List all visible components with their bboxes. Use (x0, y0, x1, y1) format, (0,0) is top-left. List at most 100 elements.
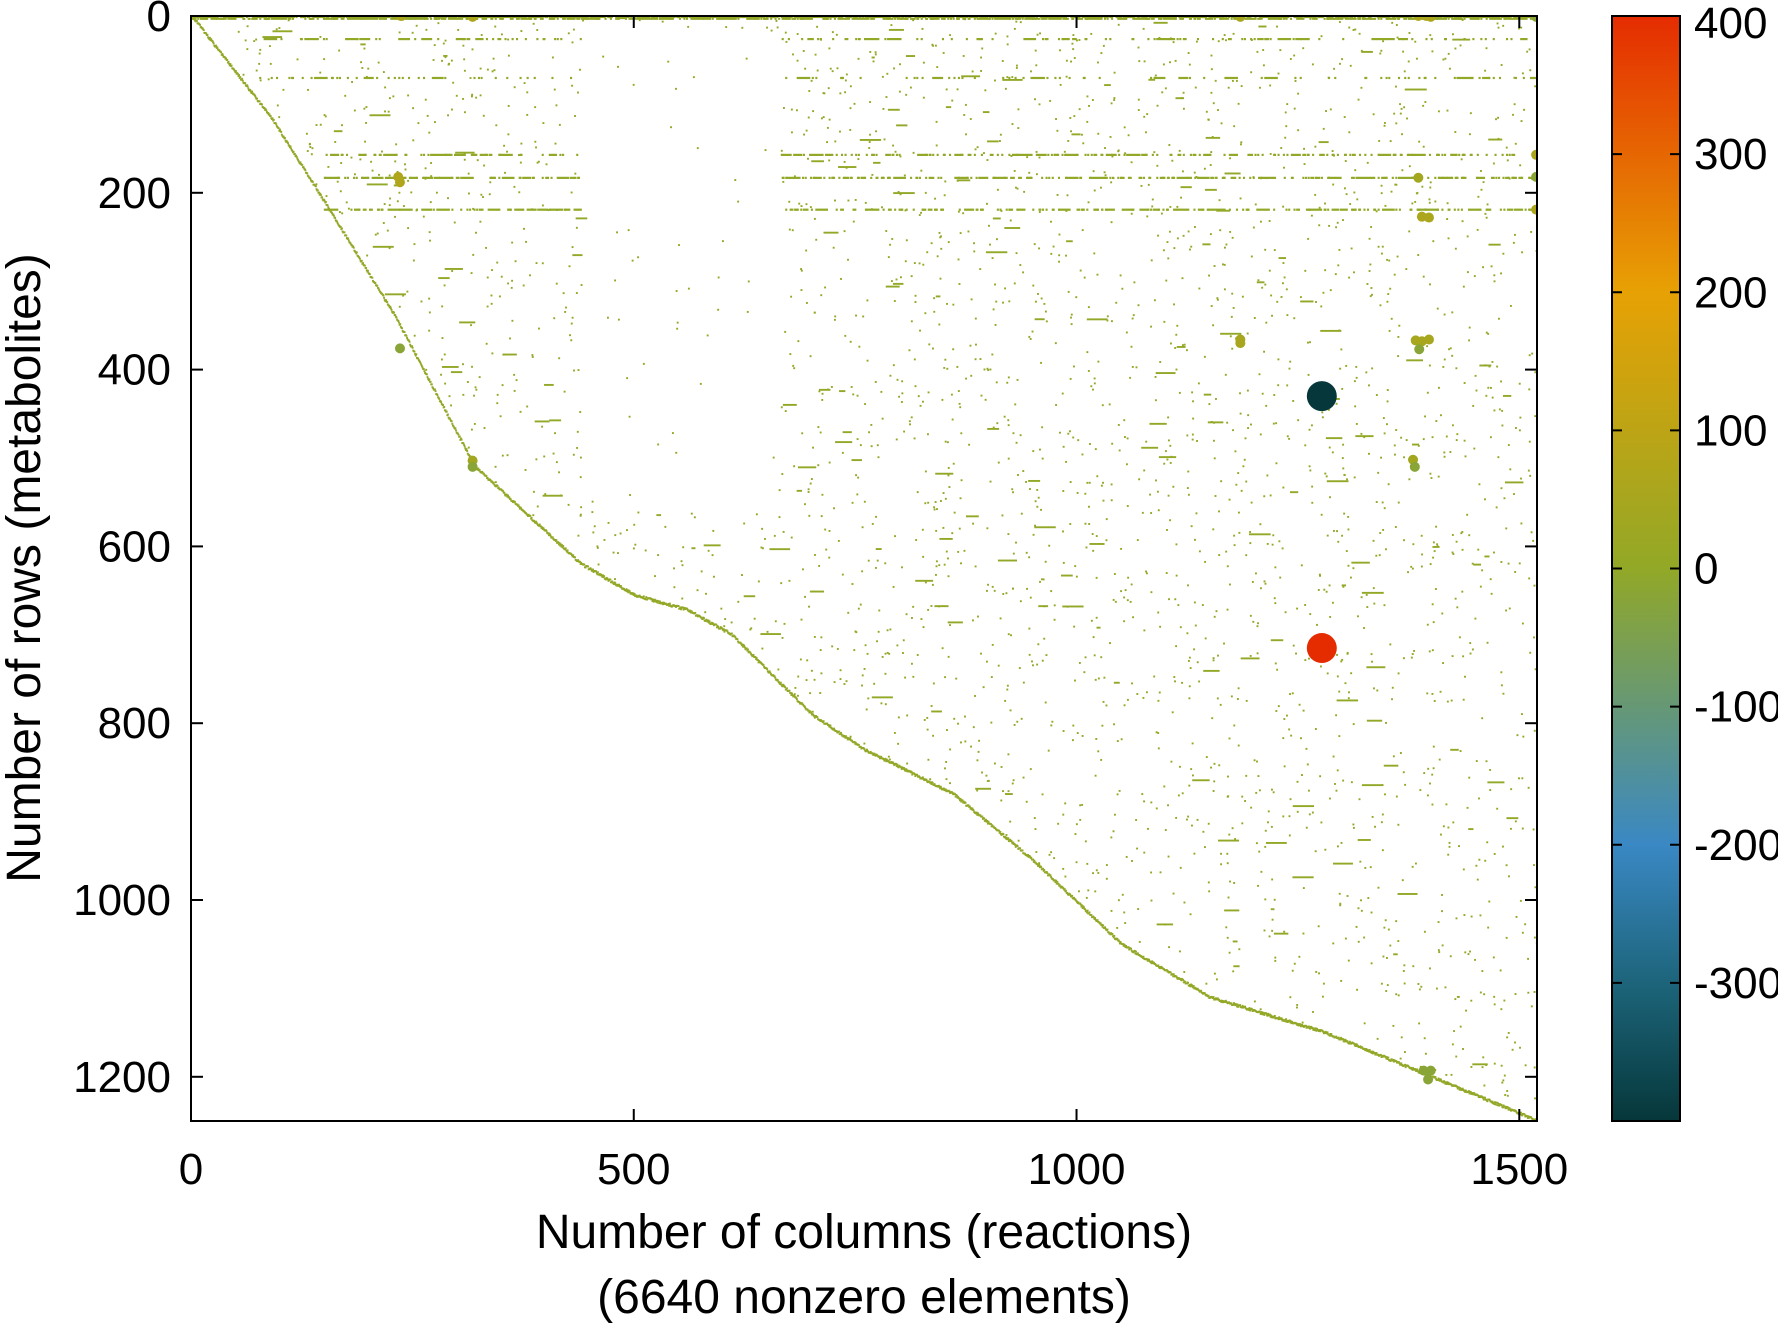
sparse-entry (855, 37, 858, 41)
sparse-entry (488, 153, 491, 156)
sparse-entry (1371, 17, 1374, 20)
sparse-entry (1519, 899, 1522, 902)
sparse-entry (336, 220, 338, 223)
sparse-entry (215, 44, 218, 47)
sparse-entry (597, 16, 600, 19)
sparse-entry (1188, 16, 1201, 19)
sparse-entry (545, 530, 548, 532)
sparse-entry (782, 176, 785, 179)
sparse-entry (1102, 44, 1105, 47)
sparse-entry (882, 17, 889, 20)
sparse-entry (1312, 17, 1318, 20)
sparse-entry (1002, 833, 1005, 836)
sparse-entry (1286, 435, 1289, 438)
sparse-entry (900, 768, 903, 770)
sparse-entry (1518, 176, 1521, 179)
sparse-entry (734, 17, 737, 20)
sparse-entry (1304, 176, 1308, 179)
sparse-entry (1056, 129, 1059, 132)
sparse-entry (661, 16, 674, 19)
sparse-entry (573, 208, 582, 211)
sparse-entry (1337, 17, 1340, 20)
sparse-entry (957, 795, 960, 798)
sparse-entry (894, 535, 897, 538)
sparse-entry (1466, 271, 1469, 274)
sparse-entry (655, 599, 658, 602)
sparse-entry (549, 534, 552, 536)
sparse-entry (778, 681, 780, 684)
sparse-entry (864, 37, 867, 41)
sparse-entry (584, 566, 587, 569)
sparse-entry (746, 17, 749, 20)
sparse-entry (553, 17, 556, 20)
sparse-entry (444, 56, 447, 59)
sparse-entry (746, 649, 749, 652)
sparse-entry (1182, 107, 1185, 110)
sparse-entry (675, 606, 678, 608)
sparse-entry (1513, 1109, 1516, 1112)
sparse-entry (436, 17, 439, 20)
sparse-entry (1422, 104, 1425, 107)
sparse-entry (390, 176, 393, 179)
sparse-entry (1437, 921, 1440, 924)
sparse-entry (1336, 153, 1339, 156)
sparse-entry (1180, 196, 1183, 199)
sparse-entry (1075, 900, 1078, 902)
sparse-entry (1480, 188, 1483, 191)
sparse-entry (1326, 153, 1329, 156)
sparse-entry (533, 519, 536, 522)
sparse-entry (266, 111, 268, 114)
sparse-entry (1518, 429, 1521, 432)
sparse-entry (1326, 1031, 1329, 1034)
sparse-entry (425, 176, 434, 179)
sparse-entry (482, 472, 485, 475)
sparse-entry (1414, 200, 1417, 203)
sparse-entry (1521, 1114, 1524, 1117)
sparse-entry (760, 17, 763, 20)
sparse-entry (848, 16, 851, 19)
sparse-entry (887, 208, 890, 211)
sparse-entry (1366, 606, 1369, 609)
sparse-entry (358, 208, 361, 211)
sparse-entry (1490, 176, 1494, 179)
sparse-entry (393, 311, 395, 314)
sparse-entry (783, 17, 786, 20)
sparse-entry (1084, 522, 1087, 525)
sparse-entry (1473, 17, 1476, 20)
sparse-entry (1159, 871, 1162, 874)
sparse-entry (385, 299, 387, 302)
sparse-entry (1332, 755, 1335, 758)
sparse-entry (1017, 474, 1019, 476)
sparse-entry (1328, 176, 1342, 179)
sparse-entry (975, 176, 978, 179)
sparse-entry (332, 213, 335, 216)
sparse-entry (1319, 153, 1322, 156)
sparse-entry (1500, 1008, 1503, 1011)
sparse-entry (431, 153, 445, 156)
sparse-entry (353, 208, 357, 211)
sparse-entry (1079, 17, 1082, 20)
sparse-entry (1243, 37, 1246, 41)
sparse-entry (1062, 730, 1065, 732)
sparse-entry (507, 494, 510, 497)
sparse-entry (1501, 153, 1504, 156)
sparse-entry (1318, 224, 1321, 227)
sparse-entry (984, 89, 987, 92)
sparse-entry (568, 265, 571, 268)
sparse-entry (1429, 563, 1432, 566)
sparse-entry (1293, 208, 1296, 211)
sparse-entry (336, 76, 339, 80)
sparse-entry (433, 176, 439, 179)
sparse-entry (758, 659, 761, 662)
sparse-entry (377, 287, 380, 290)
sparse-entry (1519, 416, 1522, 419)
sparse-entry (1153, 675, 1156, 678)
sparse-entry (519, 176, 522, 179)
sparse-entry (1036, 33, 1039, 36)
sparse-entry (421, 37, 433, 41)
sparse-entry (909, 16, 912, 19)
sparse-entry (1106, 315, 1109, 318)
sparse-entry (1298, 955, 1301, 958)
sparse-entry (541, 17, 544, 20)
sparse-entry (747, 16, 751, 19)
